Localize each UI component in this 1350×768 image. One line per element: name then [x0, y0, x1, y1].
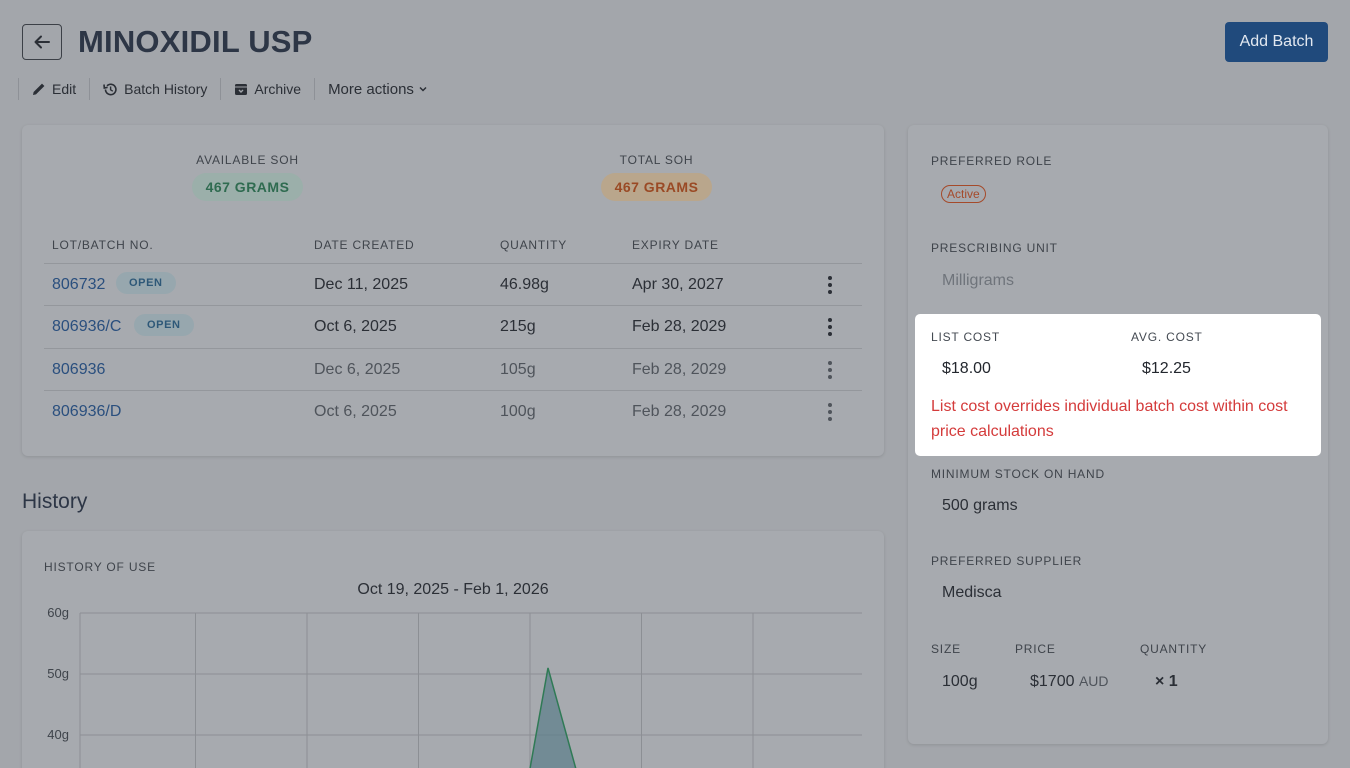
list-cost-value: $18.00 — [942, 360, 991, 377]
lot-link[interactable]: 806732 — [52, 276, 106, 293]
stock-card: AVAILABLE SOH 467 GRAMS TOTAL SOH 467 GR… — [22, 125, 884, 456]
batch-history-button[interactable]: Batch History — [89, 78, 220, 100]
quantity-value: × 1 — [1155, 673, 1178, 690]
table-row[interactable]: 806936 Dec 6, 2025 105g Feb 28, 2029 — [44, 348, 862, 390]
date-created: Oct 6, 2025 — [314, 403, 397, 420]
column-header-lot: LOT/BATCH NO. — [52, 238, 154, 252]
avg-cost-value: $12.25 — [1142, 360, 1191, 377]
prescribing-unit-label: PRESCRIBING UNIT — [931, 241, 1058, 255]
chart-area-spike — [529, 667, 577, 768]
y-tick-label: 60g — [47, 605, 69, 620]
history-of-use-label: HISTORY OF USE — [44, 560, 156, 574]
date-created: Dec 11, 2025 — [314, 276, 408, 293]
history-section-title: History — [22, 490, 88, 513]
history-date-range: Oct 19, 2025 - Feb 1, 2026 — [357, 581, 549, 598]
history-card: HISTORY OF USE Oct 19, 2025 - Feb 1, 202… — [22, 531, 884, 768]
table-row[interactable]: 806732 OPEN Dec 11, 2025 46.98g Apr 30, … — [44, 263, 862, 305]
price-value-wrapper: $1700 AUD — [1030, 673, 1109, 691]
preferred-role-label: PREFERRED ROLE — [931, 154, 1053, 168]
expiry-date: Feb 28, 2029 — [632, 403, 727, 420]
quantity: 46.98g — [500, 276, 549, 293]
min-stock-label: MINIMUM STOCK ON HAND — [931, 467, 1105, 481]
chevron-down-icon — [419, 86, 427, 92]
column-header-quantity: QUANTITY — [500, 238, 568, 252]
size-value: 100g — [942, 673, 978, 690]
page-header: MINOXIDIL USP Add Batch — [22, 22, 1328, 62]
date-created: Oct 6, 2025 — [314, 318, 397, 335]
quantity: 100g — [500, 403, 536, 420]
preferred-supplier-value: Medisca — [942, 584, 1002, 601]
row-menu-icon[interactable] — [822, 402, 838, 422]
expiry-date: Feb 28, 2029 — [632, 361, 727, 378]
price-label: PRICE — [1015, 642, 1056, 656]
expiry-date: Apr 30, 2027 — [632, 276, 724, 293]
archive-button[interactable]: Archive — [220, 78, 314, 100]
preferred-role-badge: Active — [941, 185, 986, 203]
edit-button[interactable]: Edit — [18, 78, 89, 100]
price-currency: AUD — [1078, 673, 1109, 689]
arrow-left-icon — [34, 35, 50, 49]
table-row[interactable]: 806936/D Oct 6, 2025 100g Feb 28, 2029 — [44, 390, 862, 432]
y-tick-label: 40g — [47, 727, 69, 742]
expiry-date: Feb 28, 2029 — [632, 318, 727, 335]
column-header-expiry: EXPIRY DATE — [632, 238, 719, 252]
more-actions-menu[interactable]: More actions — [314, 78, 441, 100]
add-batch-button[interactable]: Add Batch — [1225, 22, 1328, 62]
status-badge: OPEN — [116, 272, 176, 294]
lot-link[interactable]: 806936/D — [52, 403, 122, 420]
min-stock-value: 500 grams — [942, 497, 1018, 514]
row-menu-icon[interactable] — [822, 275, 838, 295]
back-button[interactable] — [22, 24, 62, 60]
column-header-date-created: DATE CREATED — [314, 238, 415, 252]
list-cost-label: LIST COST — [931, 330, 1000, 344]
quantity-label: QUANTITY — [1140, 642, 1208, 656]
pencil-icon — [33, 83, 45, 95]
archive-icon — [235, 84, 248, 95]
list-cost-warning: List cost overrides individual batch cos… — [931, 398, 1288, 440]
archive-label: Archive — [254, 81, 302, 97]
action-bar: Edit Batch History Archive More actions — [18, 78, 441, 100]
price-value: $1700 — [1030, 673, 1075, 690]
row-menu-icon[interactable] — [822, 317, 838, 337]
quantity: 215g — [500, 318, 536, 335]
batch-history-label: Batch History — [124, 81, 208, 97]
status-badge: OPEN — [134, 314, 194, 336]
size-label: SIZE — [931, 642, 961, 656]
date-created: Dec 6, 2025 — [314, 361, 401, 378]
edit-label: Edit — [52, 81, 77, 97]
table-row[interactable]: 806936/C OPEN Oct 6, 2025 215g Feb 28, 2… — [44, 305, 862, 347]
available-soh: AVAILABLE SOH 467 GRAMS — [190, 153, 305, 201]
lot-link[interactable]: 806936 — [52, 361, 106, 378]
more-actions-label: More actions — [328, 80, 414, 98]
preferred-supplier-label: PREFERRED SUPPLIER — [931, 554, 1083, 568]
quantity: 105g — [500, 361, 536, 378]
history-icon — [103, 82, 117, 95]
available-soh-label: AVAILABLE SOH — [196, 153, 299, 167]
total-soh-label: TOTAL SOH — [619, 153, 694, 167]
history-chart: 60g 50g 40g — [47, 605, 862, 768]
y-tick-label: 50g — [47, 666, 69, 681]
avg-cost-label: AVG. COST — [1131, 330, 1203, 344]
prescribing-unit-value: Milligrams — [942, 272, 1014, 289]
cost-highlight-panel: LIST COST AVG. COST $18.00 $12.25 List c… — [915, 314, 1321, 456]
available-soh-badge: 467 GRAMS — [191, 173, 304, 201]
page-title: MINOXIDIL USP — [78, 24, 313, 59]
row-menu-icon[interactable] — [822, 360, 838, 380]
total-soh-badge: 467 GRAMS — [600, 173, 713, 201]
total-soh: TOTAL SOH 467 GRAMS — [599, 153, 714, 201]
lot-link[interactable]: 806936/C — [52, 318, 122, 335]
